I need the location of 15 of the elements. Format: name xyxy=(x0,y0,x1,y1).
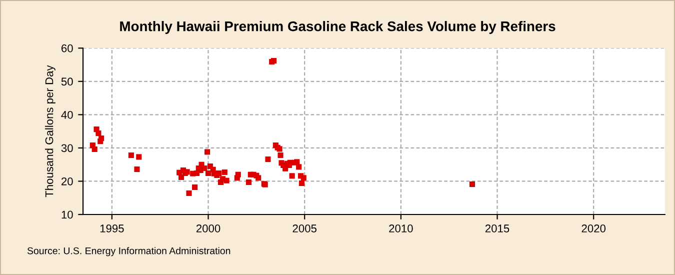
y-tick-label: 10 xyxy=(62,210,73,219)
x-tick-label: 2010 xyxy=(389,224,413,232)
chart-title: Monthly Hawaii Premium Gasoline Rack Sales Volume by Refiners xyxy=(120,21,556,34)
x-tick-label: 2000 xyxy=(196,224,220,232)
y-tick-label: 50 xyxy=(61,78,73,86)
source-note: Source: U.S. Energy Information Administration xyxy=(27,247,230,256)
x-tick-label: 2005 xyxy=(292,224,316,232)
y-tick-label: 40 xyxy=(61,110,73,119)
y-tick-label: 60 xyxy=(62,44,73,52)
y-tick-label: 20 xyxy=(62,177,73,186)
y-tick-label: 30 xyxy=(61,144,73,152)
y-axis-title: Thousand Gallons per Day xyxy=(45,65,56,198)
x-tick-label: 2020 xyxy=(582,224,606,232)
x-tick-label: 2015 xyxy=(485,224,510,232)
x-tick-label: 1995 xyxy=(100,224,124,232)
